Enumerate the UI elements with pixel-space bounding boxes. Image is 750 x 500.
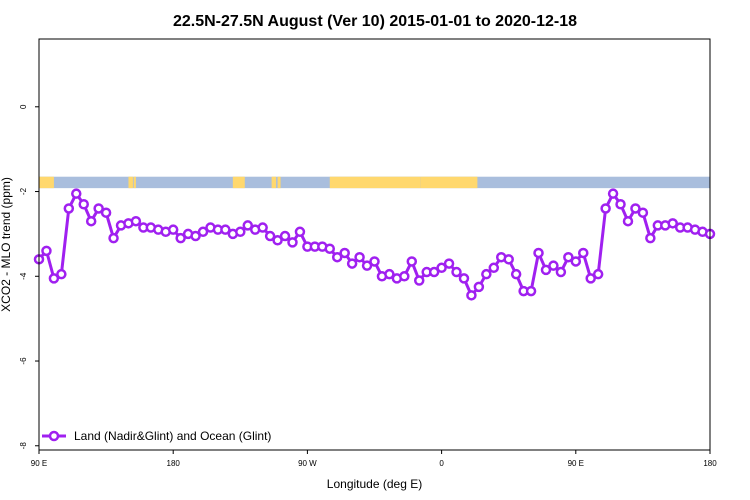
x-tick-label-3: 0 [439,459,444,468]
data-point-64 [510,268,522,280]
data-point-56 [451,266,462,278]
x-tick-label-1: 180 [167,459,181,468]
data-point-35 [294,226,306,238]
data-point-82 [645,232,656,244]
y-tick-label-2: -4 [19,272,28,280]
x-tick-label-0: 90 E [31,459,47,468]
data-point-32 [272,235,283,246]
x-tick-label-2: 90 W [298,459,317,468]
data-point-25 [220,224,231,235]
y-tick-label-1: -2 [19,187,28,195]
data-point-19 [175,232,186,244]
data-point-34 [287,237,298,248]
data-point-57 [458,273,470,284]
data-point-9 [100,207,112,218]
data-point-81 [637,207,649,218]
data-point-27 [235,226,246,238]
land-ocean-strip [39,176,710,189]
x-tick-label-5: 180 [703,459,717,468]
data-point-58 [466,290,477,301]
data-point-3 [56,268,67,280]
data-point-7 [85,215,97,227]
data-point-61 [488,262,500,274]
data-point-69 [548,260,559,271]
land-segment-7 [373,176,421,189]
land-segment-2 [133,176,136,189]
land-segment-5 [277,176,281,189]
y-tick-label-0: 0 [19,104,28,109]
data-point-80 [630,203,641,214]
data-point-40 [331,251,343,263]
data-point-13 [130,215,142,227]
data-point-50 [406,256,418,267]
land-segment-0 [39,176,54,189]
data-point-18 [167,224,179,235]
data-point-55 [443,258,455,269]
data-point-77 [607,188,619,199]
data-point-68 [540,264,552,276]
plot-frame [38,38,711,451]
y-axis: 0 -2 -4 -6 -8 [19,104,39,449]
data-point-41 [339,247,350,259]
data-point-54 [436,262,447,274]
data-point-45 [369,256,380,267]
land-segment-4 [271,176,277,189]
land-segment-1 [128,176,133,189]
data-point-44 [361,260,373,271]
data-point-1 [41,245,52,257]
data-point-51 [413,275,425,286]
data-point-21 [190,230,201,242]
data-point-59 [473,281,485,293]
data-point-8 [93,203,104,214]
data-point-39 [324,243,336,254]
land-segment-3 [232,176,245,189]
chart-title: 22.5N-27.5N August (Ver 10) 2015-01-01 t… [173,13,577,30]
series-group [33,188,716,301]
data-point-71 [563,251,574,263]
y-tick-label-3: -6 [19,357,28,365]
data-point-28 [242,220,254,231]
data-point-47 [384,268,395,280]
data-point-67 [533,247,544,259]
legend: Land (Nadir&Glint) and Ocean (Glint) [42,429,271,443]
data-point-73 [578,247,589,259]
data-point-74 [585,273,596,284]
data-point-30 [257,222,268,233]
data-point-33 [279,230,291,242]
data-point-49 [399,271,410,282]
data-point-60 [481,268,492,280]
data-point-63 [503,254,514,265]
data-point-70 [555,266,567,278]
y-tick-label-4: -8 [19,442,28,450]
data-point-4 [63,203,75,214]
data-point-79 [622,215,634,227]
data-point-53 [428,266,440,278]
data-point-78 [615,198,626,210]
legend-entry-label: Land (Nadir&Glint) and Ocean (Glint) [74,429,271,443]
data-point-76 [600,203,611,214]
data-point-6 [78,198,89,210]
land-segment-6 [329,176,374,189]
x-axis-label: Longitude (deg E) [327,477,422,491]
x-tick-label-4: 90 E [568,459,584,468]
data-point-22 [197,226,209,238]
data-point-66 [525,285,537,297]
data-point-42 [346,258,358,269]
data-point-72 [570,256,582,267]
data-point-10 [108,232,119,244]
y-axis-label: XCO2 - MLO trend (ppm) [0,177,13,312]
data-point-43 [354,251,365,263]
legend-marker [48,430,60,442]
data-point-2 [48,273,60,284]
x-axis: 90 E 180 90 W 0 90 E 180 [31,450,717,468]
land-segment-8 [420,176,478,189]
data-point-5 [71,188,82,199]
data-point-31 [264,230,276,242]
data-point-75 [592,268,604,280]
data-point-85 [667,218,678,229]
